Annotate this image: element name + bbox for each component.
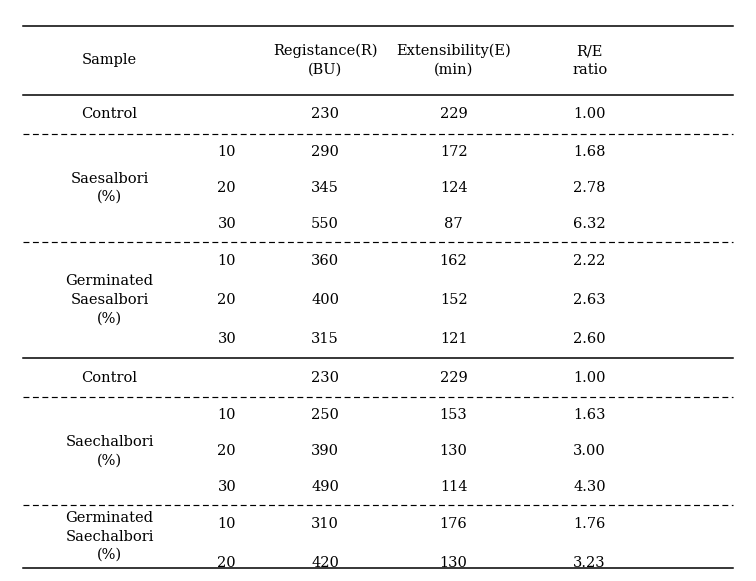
Text: 1.63: 1.63 (574, 408, 606, 422)
Text: 10: 10 (218, 145, 236, 159)
Text: Saesalbori
(%): Saesalbori (%) (70, 172, 149, 204)
Text: Germinated
Saesalbori
(%): Germinated Saesalbori (%) (66, 274, 153, 325)
Text: 2.60: 2.60 (573, 332, 606, 346)
Text: Germinated
Saechalbori
(%): Germinated Saechalbori (%) (65, 511, 154, 562)
Text: 2.78: 2.78 (574, 181, 606, 195)
Text: 420: 420 (311, 556, 339, 570)
Text: 6.32: 6.32 (573, 217, 606, 231)
Text: Control: Control (82, 371, 138, 385)
Text: R/E
ratio: R/E ratio (572, 44, 607, 77)
Text: Sample: Sample (82, 53, 137, 67)
Text: Extensibility(E)
(min): Extensibility(E) (min) (396, 44, 511, 77)
Text: 20: 20 (218, 181, 236, 195)
Text: 345: 345 (311, 181, 339, 195)
Text: 1.00: 1.00 (574, 107, 606, 121)
Text: 2.63: 2.63 (573, 293, 606, 307)
Text: 360: 360 (311, 254, 339, 268)
Text: 10: 10 (218, 254, 236, 268)
Text: 130: 130 (440, 444, 467, 458)
Text: 10: 10 (218, 408, 236, 422)
Text: 1.76: 1.76 (574, 517, 606, 531)
Text: 124: 124 (440, 181, 467, 195)
Text: 2.22: 2.22 (574, 254, 606, 268)
Text: 230: 230 (311, 371, 339, 385)
Text: 3.23: 3.23 (573, 556, 606, 570)
Text: Control: Control (82, 107, 138, 121)
Text: 121: 121 (440, 332, 467, 346)
Text: 1.00: 1.00 (574, 371, 606, 385)
Text: 250: 250 (311, 408, 339, 422)
Text: 176: 176 (440, 517, 467, 531)
Text: 229: 229 (440, 107, 467, 121)
Text: 1.68: 1.68 (574, 145, 606, 159)
Text: 114: 114 (440, 480, 467, 494)
Text: 229: 229 (440, 371, 467, 385)
Text: 152: 152 (440, 293, 467, 307)
Text: 130: 130 (440, 556, 467, 570)
Text: 400: 400 (311, 293, 339, 307)
Text: 310: 310 (311, 517, 339, 531)
Text: 3.00: 3.00 (573, 444, 606, 458)
Text: 230: 230 (311, 107, 339, 121)
Text: 172: 172 (440, 145, 467, 159)
Text: 20: 20 (218, 293, 236, 307)
Text: 4.30: 4.30 (573, 480, 606, 494)
Text: 490: 490 (311, 480, 339, 494)
Text: 290: 290 (311, 145, 339, 159)
Text: 30: 30 (218, 217, 236, 231)
Text: 153: 153 (440, 408, 467, 422)
Text: 550: 550 (311, 217, 339, 231)
Text: 162: 162 (440, 254, 467, 268)
Text: 390: 390 (311, 444, 339, 458)
Text: 30: 30 (218, 332, 236, 346)
Text: Saechalbori
(%): Saechalbori (%) (65, 435, 154, 467)
Text: Registance(R)
(BU): Registance(R) (BU) (273, 44, 377, 77)
Text: 20: 20 (218, 556, 236, 570)
Text: 20: 20 (218, 444, 236, 458)
Text: 315: 315 (311, 332, 339, 346)
Text: 30: 30 (218, 480, 236, 494)
Text: 87: 87 (445, 217, 463, 231)
Text: 10: 10 (218, 517, 236, 531)
